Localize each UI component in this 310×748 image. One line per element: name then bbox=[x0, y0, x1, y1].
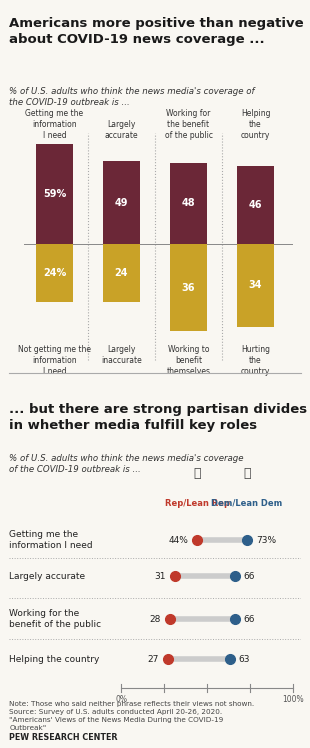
Text: 59%: 59% bbox=[43, 189, 66, 199]
Text: 28: 28 bbox=[149, 615, 161, 624]
Bar bbox=[36, 144, 73, 245]
Text: Americans more positive than negative
about COVID-19 news coverage ...: Americans more positive than negative ab… bbox=[9, 17, 304, 46]
Bar bbox=[237, 245, 274, 327]
Text: 49: 49 bbox=[115, 197, 128, 208]
Text: 73%: 73% bbox=[256, 536, 276, 545]
Text: 66: 66 bbox=[244, 615, 255, 624]
Bar bbox=[36, 245, 73, 302]
Text: Working for the
benefit of the public: Working for the benefit of the public bbox=[9, 609, 101, 629]
Text: 0%: 0% bbox=[116, 695, 127, 704]
Bar bbox=[170, 162, 207, 245]
Text: Hurting
the
country: Hurting the country bbox=[241, 345, 270, 376]
Text: Helping
the
country: Helping the country bbox=[241, 109, 270, 140]
Text: ... but there are strong partisan divides
in whether media fulfill key roles: ... but there are strong partisan divide… bbox=[9, 403, 308, 432]
Bar bbox=[103, 161, 140, 245]
Text: 31: 31 bbox=[155, 571, 166, 580]
Text: PEW RESEARCH CENTER: PEW RESEARCH CENTER bbox=[9, 732, 118, 741]
Text: Largely
inaccurate: Largely inaccurate bbox=[101, 345, 142, 365]
Text: 66: 66 bbox=[244, 571, 255, 580]
Text: 36: 36 bbox=[182, 283, 195, 293]
Text: 63: 63 bbox=[238, 654, 250, 663]
Text: 44%: 44% bbox=[169, 536, 188, 545]
Text: Not getting me the
information
I need: Not getting me the information I need bbox=[18, 345, 91, 376]
Text: Getting me the
information
I need: Getting me the information I need bbox=[25, 109, 83, 140]
Text: Largely accurate: Largely accurate bbox=[9, 571, 86, 580]
Text: 24: 24 bbox=[115, 269, 128, 278]
Text: Getting me the
information I need: Getting me the information I need bbox=[9, 530, 93, 551]
Text: Working for
the benefit
of the public: Working for the benefit of the public bbox=[165, 109, 213, 140]
Text: Dem/Lean Dem: Dem/Lean Dem bbox=[211, 499, 283, 508]
Bar bbox=[237, 166, 274, 245]
Text: % of U.S. adults who think the news media's coverage of
the COVID-19 outbreak is: % of U.S. adults who think the news medi… bbox=[9, 87, 255, 107]
Text: Helping the country: Helping the country bbox=[9, 654, 100, 663]
Text: 27: 27 bbox=[148, 654, 159, 663]
Text: 100%: 100% bbox=[283, 695, 304, 704]
Text: 48: 48 bbox=[182, 198, 195, 209]
Text: Largely
accurate: Largely accurate bbox=[105, 120, 138, 140]
Text: 🐘: 🐘 bbox=[193, 467, 201, 480]
Text: 24%: 24% bbox=[43, 269, 66, 278]
Text: 46: 46 bbox=[249, 200, 262, 210]
Bar bbox=[170, 245, 207, 331]
Text: Note: Those who said neither phrase reflects their views not shown.
Source: Surv: Note: Those who said neither phrase refl… bbox=[9, 702, 255, 731]
Text: 🐴: 🐴 bbox=[243, 467, 251, 480]
Text: 34: 34 bbox=[249, 280, 262, 290]
Text: Rep/Lean Rep: Rep/Lean Rep bbox=[165, 499, 230, 508]
Bar bbox=[103, 245, 140, 302]
Text: % of U.S. adults who think the news media's coverage
of the COVID-19 outbreak is: % of U.S. adults who think the news medi… bbox=[9, 454, 244, 474]
Text: Working to
benefit
themselves: Working to benefit themselves bbox=[166, 345, 210, 376]
